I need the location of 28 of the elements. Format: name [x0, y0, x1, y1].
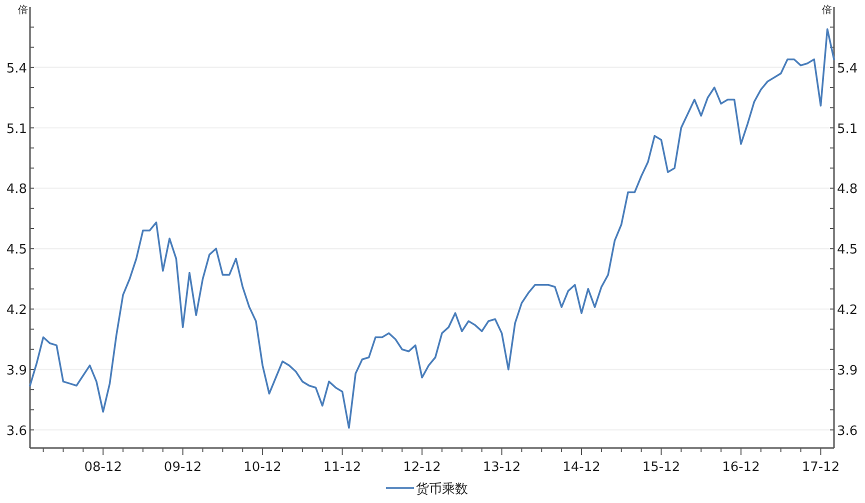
y2-tick-label: 4.5: [837, 242, 858, 258]
x-tick-label: 09-12: [164, 460, 202, 475]
x-tick-label: 17-12: [802, 460, 840, 475]
x-tick-label: 15-12: [642, 460, 680, 475]
x-tick-label: 11-12: [323, 460, 362, 475]
x-tick-label: 16-12: [722, 460, 760, 475]
x-tick-label: 12-12: [403, 460, 441, 475]
y2-tick-label: 3.6: [837, 424, 858, 439]
legend: 货币乘数: [386, 482, 468, 497]
y2-tick-label: 5.1: [837, 122, 858, 137]
y-tick-label: 3.9: [6, 363, 27, 378]
x-tick-label: 13-12: [482, 460, 521, 475]
y-tick-label: 4.8: [6, 182, 27, 198]
legend-label: 货币乘数: [416, 482, 468, 497]
y-tick-label: 5.4: [6, 61, 27, 76]
y-axis-title: 倍: [18, 4, 28, 16]
x-tick-label: 08-12: [84, 460, 122, 475]
y-tick-label: 4.2: [6, 303, 27, 318]
y2-tick-label: 4.2: [837, 303, 858, 318]
y2-tick-label: 5.4: [837, 61, 858, 76]
x-tick-label: 10-12: [244, 460, 282, 475]
y2-axis-title: 倍: [822, 4, 832, 16]
y-tick-label: 5.1: [6, 122, 27, 137]
y-tick-label: 4.5: [6, 242, 27, 258]
y2-tick-label: 3.9: [837, 363, 858, 378]
y2-tick-label: 4.8: [837, 182, 858, 198]
y-tick-label: 3.6: [6, 424, 27, 439]
x-tick-label: 14-12: [562, 460, 600, 475]
